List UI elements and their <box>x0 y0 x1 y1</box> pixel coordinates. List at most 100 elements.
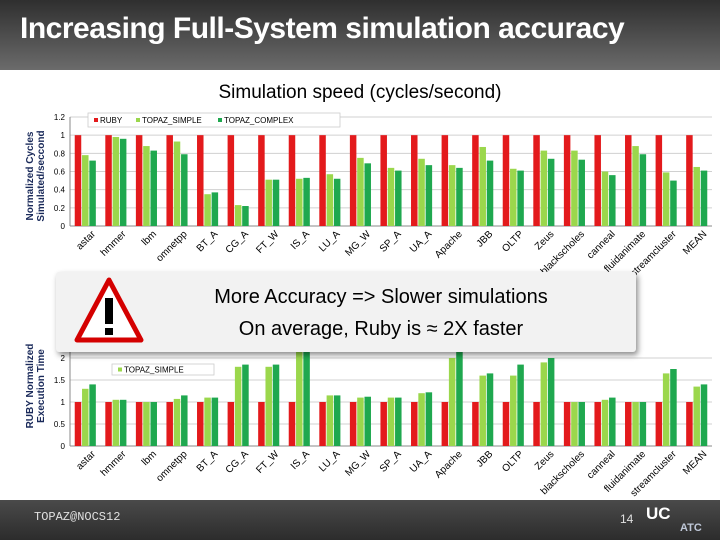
chart1-legend-label-topaz-simple: TOPAZ_SIMPLE <box>142 116 202 125</box>
chart2-bar-ruby-ua-a <box>411 402 418 446</box>
chart1-bar-topaz-simple-streamcluster <box>662 172 670 226</box>
chart2-bar-topaz-simple-sp-a <box>387 397 395 446</box>
warning-icon <box>74 276 144 346</box>
chart2-bar-topaz-complex-mg-w <box>364 396 371 446</box>
chart1-bar-topaz-simple-bt-a <box>204 194 211 226</box>
chart2-bar-topaz-simple-astar <box>82 388 89 446</box>
chart1-x-tick-label: hmmer <box>99 228 129 258</box>
chart1-bar-topaz-simple-omnetpp <box>173 141 181 226</box>
chart2-x-tick-label: lbm <box>140 449 159 468</box>
chart1-y-tick-label: 1 <box>61 131 66 140</box>
chart1-bar-topaz-simple-is-a <box>296 178 303 226</box>
chart2-bar-topaz-simple-jbb <box>479 375 486 446</box>
chart1-bar-ruby-lbm <box>135 135 143 226</box>
title-banner: Increasing Full-System simulation accura… <box>0 0 720 70</box>
chart2-bar-ruby-mean <box>686 402 693 446</box>
chart1-legend-box <box>87 112 341 128</box>
chart2-x-tick-label: OLTP <box>500 449 526 475</box>
chart2-bar-topaz-simple-mean <box>693 386 700 446</box>
chart2-bar-ruby-lbm <box>135 402 143 446</box>
chart2-bar-topaz-simple-lu-a <box>326 395 334 446</box>
chart1-bar-ruby-fluidanimate <box>625 135 632 226</box>
chart2-bar-topaz-complex-blackscholes <box>578 402 585 446</box>
chart2-x-tick-label: LU_A <box>317 449 343 475</box>
chart2-y-tick-label: 0.5 <box>54 420 66 429</box>
chart1-bar-topaz-simple-fluidanimate <box>632 146 639 226</box>
chart1-bar-topaz-complex-hmmer <box>119 138 127 226</box>
chart2-bar-topaz-simple-cg-a <box>234 366 242 446</box>
chart2-bar-topaz-complex-bt-a <box>211 397 219 446</box>
chart1-bar-ruby-zeus <box>533 135 540 226</box>
chart2-x-tick-label: MEAN <box>681 449 709 477</box>
chart1-bar-topaz-simple-sp-a <box>387 167 395 226</box>
chart1-bar-ruby-cg-a <box>227 135 235 226</box>
chart1-bar-topaz-complex-canneal <box>609 175 616 226</box>
chart1-x-tick-label: JBB <box>475 229 496 250</box>
chart2-bar-topaz-complex-jbb <box>486 373 494 446</box>
chart1-bar-topaz-simple-jbb <box>479 146 486 226</box>
chart1-bar-topaz-simple-cg-a <box>234 205 242 226</box>
chart2-bar-topaz-simple-fluidanimate <box>632 402 639 446</box>
chart1-bar-topaz-simple-hmmer <box>112 136 120 226</box>
chart1-x-tick-label: CG_A <box>224 229 251 256</box>
chart1-bar-topaz-complex-is-a <box>303 177 310 226</box>
chart1-bar-ruby-blackscholes <box>563 135 571 226</box>
chart1-bar-topaz-complex-ua-a <box>425 165 433 226</box>
chart2-bar-topaz-complex-is-a <box>303 336 310 446</box>
chart2-bar-ruby-oltp <box>502 402 510 446</box>
chart1-bar-topaz-simple-lbm <box>143 146 150 226</box>
chart2-bar-topaz-simple-canneal <box>601 399 609 446</box>
chart1-x-tick-label: MG_W <box>343 228 373 258</box>
chart2-y-tick-label: 1.5 <box>54 376 66 385</box>
footer-bar: TOPAZ@NOCS12 14 UC ATC <box>0 500 720 540</box>
chart1-bar-ruby-streamcluster <box>655 135 663 226</box>
chart1-bar-topaz-complex-omnetpp <box>181 154 188 226</box>
chart2-bar-ruby-cg-a <box>227 402 235 446</box>
chart1-bar-topaz-complex-jbb <box>486 160 494 226</box>
callout-line-2: On average, Ruby is ≈ 2X faster <box>238 318 524 340</box>
chart1-bar-ruby-omnetpp <box>166 135 173 226</box>
chart2-bar-topaz-complex-fluidanimate <box>639 402 647 446</box>
chart1-y-tick-label: 0.4 <box>54 186 66 195</box>
chart2-bar-topaz-simple-ua-a <box>418 393 425 446</box>
chart1-bar-ruby-mg-w <box>349 135 357 226</box>
chart1-x-tick-label: BT_A <box>195 229 221 255</box>
chart1-bar-topaz-simple-lu-a <box>326 174 334 226</box>
chart1-bar-topaz-simple-ua-a <box>418 158 425 226</box>
chart1-bar-ruby-bt-a <box>197 135 204 226</box>
chart1-legend-swatch-ruby <box>94 118 98 122</box>
atc-logo: ATC <box>680 522 702 534</box>
chart2-bar-topaz-simple-mg-w <box>357 397 364 446</box>
chart2-bar-topaz-complex-zeus <box>547 358 555 446</box>
chart1-bar-ruby-apache <box>441 135 449 226</box>
chart2-bar-topaz-complex-oltp <box>517 364 524 446</box>
chart1-y-tick-label: 0.2 <box>54 204 66 213</box>
chart1-x-tick-label: LU_A <box>317 229 343 255</box>
chart1-bar-topaz-complex-astar <box>89 160 96 226</box>
chart1-bar-ruby-sp-a <box>380 135 387 226</box>
chart1-bar-ruby-jbb <box>472 135 479 226</box>
chart1-x-tick-label: OLTP <box>500 229 526 255</box>
chart1-legend-label-topaz-complex: TOPAZ_COMPLEX <box>224 116 294 125</box>
chart2-bar-ruby-mg-w <box>349 402 357 446</box>
chart1-bar-topaz-complex-blackscholes <box>578 159 585 226</box>
chart1-bar-topaz-complex-lu-a <box>333 178 341 226</box>
chart2-x-tick-label: BT_A <box>195 449 221 475</box>
chart2-bar-ruby-blackscholes <box>563 402 571 446</box>
chart2-bar-topaz-simple-lbm <box>143 402 150 446</box>
chart1-bar-ruby-astar <box>74 135 82 226</box>
chart1-x-tick-label: omnetpp <box>154 229 190 265</box>
chart2-x-tick-label: CG_A <box>224 449 251 476</box>
chart2-x-tick-label: JBB <box>475 449 496 470</box>
chart1-bar-topaz-complex-streamcluster <box>670 180 677 226</box>
page-number: 14 <box>620 512 634 526</box>
chart1-y-tick-label: 0 <box>61 222 66 231</box>
chart2-bar-topaz-simple-apache <box>448 358 456 446</box>
chart1-bar-topaz-simple-blackscholes <box>571 150 578 226</box>
chart1-bar-topaz-complex-mg-w <box>364 163 371 226</box>
chart1-bar-ruby-oltp <box>502 135 510 226</box>
chart1-bar-topaz-complex-bt-a <box>211 192 219 226</box>
chart1-bar-topaz-simple-ft-w <box>265 179 272 226</box>
chart1-x-tick-label: Apache <box>433 229 465 261</box>
